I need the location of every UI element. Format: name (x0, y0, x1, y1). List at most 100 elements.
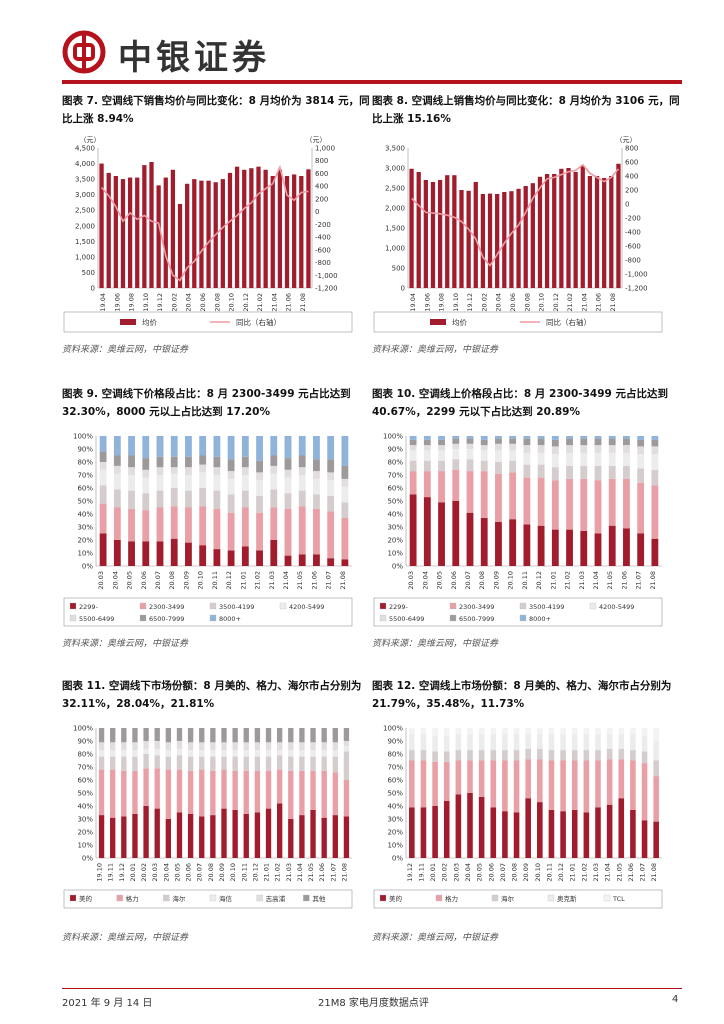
category-label: 20.10 (538, 293, 546, 312)
stack-segment-6500-7999 (142, 458, 150, 470)
stack-segment-8000+ (185, 436, 192, 457)
stack-segment-海信 (299, 750, 305, 757)
stack-segment-6500-7999 (509, 438, 517, 444)
category-label: 21.04 (592, 571, 600, 590)
right-tick-label: 800 (315, 157, 328, 165)
stack-segment-4200-5499 (227, 478, 235, 495)
y-tick-label: 100% (383, 433, 403, 441)
stack-segment-TCL (409, 728, 415, 735)
stack-segment-格力 (467, 760, 473, 793)
stack-segment-奥克斯 (618, 734, 625, 749)
stack-segment-3500-4199 (99, 485, 107, 504)
figure-10-title: 图表 10. 空调线上价格段占比：8 月 2300-3499 元占比达到 40.… (372, 388, 668, 418)
y-tick-label: 50% (387, 498, 403, 506)
stack-segment-格力 (432, 761, 438, 806)
stack-segment-6500-7999 (608, 438, 616, 446)
price-bar (185, 183, 190, 288)
stack-segment-4200-5499 (637, 454, 645, 469)
category-label: 21.05 (296, 571, 304, 590)
stack-segment-志高浦 (176, 741, 183, 749)
legend-swatch (209, 614, 217, 622)
stack-segment-3500-4199 (199, 488, 207, 507)
stack-segment-海信 (310, 750, 316, 757)
left-tick-label: 2,000 (385, 205, 405, 213)
stack-segment-3500-4199 (113, 489, 121, 508)
category-label: 20.08 (207, 863, 215, 882)
stack-segment-海尔 (409, 750, 415, 761)
right-tick-label: 1,000 (315, 145, 335, 153)
stack-segment-TCL (548, 728, 555, 735)
stack-segment-3500-4199 (256, 495, 263, 513)
category-label: 21.07 (635, 571, 643, 590)
yoy-line (411, 163, 620, 267)
legend-swatch (69, 614, 77, 622)
stack-segment-8000+ (409, 436, 417, 440)
stack-segment-5500-6499 (608, 445, 616, 453)
legend-label: 2299- (389, 603, 409, 611)
stack-segment-4200-5499 (409, 450, 417, 461)
stack-segment-其他 (265, 728, 272, 743)
price-bar (277, 169, 283, 288)
stack-segment-5500-6499 (466, 443, 474, 449)
left-tick-label: 3,500 (385, 145, 405, 153)
stack-segment-2300-3499 (423, 471, 431, 498)
stack-segment-5500-6499 (480, 445, 488, 451)
price-bar (452, 175, 457, 288)
stack-segment-3500-4199 (466, 459, 474, 472)
stack-segment-格力 (641, 763, 648, 821)
category-label: 20.08 (168, 571, 176, 590)
stack-segment-2300-3499 (551, 480, 559, 530)
stack-segment-6500-7999 (170, 456, 178, 468)
stack-segment-6500-7999 (128, 455, 135, 468)
legend-box (373, 889, 663, 909)
stack-segment-3500-4199 (170, 488, 178, 507)
stack-segment-格力 (98, 769, 105, 816)
stack-segment-5500-6499 (128, 467, 135, 475)
stack-segment-海尔 (321, 756, 327, 771)
category-label: 21.04 (604, 863, 612, 882)
stack-segment-海尔 (537, 748, 543, 760)
stack-segment-5500-6499 (566, 445, 573, 453)
left-tick-label: 3,000 (385, 165, 405, 173)
stack-segment-3500-4199 (241, 490, 249, 508)
price-bar (602, 178, 607, 288)
left-tick-label: 2,500 (385, 185, 405, 193)
stack-segment-2299- (495, 521, 502, 566)
figure-8-source: 资料来源：奥维云网，中银证券 (372, 345, 499, 355)
stack-segment-格力 (254, 770, 261, 813)
stack-segment-8000+ (170, 436, 178, 457)
stack-segment-美的 (199, 816, 205, 858)
legend-label: 奥克斯 (557, 894, 577, 903)
stack-segment-海尔 (455, 750, 462, 761)
category-label: 21.08 (650, 863, 658, 882)
stack-segment-8000+ (466, 436, 474, 439)
stack-segment-TCL (502, 728, 508, 735)
legend-swatch (603, 894, 611, 902)
y-tick-label: 90% (77, 738, 93, 746)
stack-segment-美的 (132, 813, 138, 858)
stack-segment-3500-4199 (566, 465, 573, 479)
category-label: 20.04 (495, 293, 503, 312)
stack-segment-奥克斯 (641, 735, 648, 752)
stack-segment-海尔 (288, 756, 294, 771)
stack-segment-6500-7999 (156, 456, 164, 468)
price-bar (423, 180, 428, 288)
stack-segment-志高浦 (110, 742, 116, 751)
stack-segment-8000+ (637, 436, 645, 440)
legend-label: 其他 (312, 894, 326, 903)
stack-segment-2299- (651, 538, 659, 566)
category-label: 20.03 (151, 863, 159, 882)
footer-report-title: 21M8 家电月度数据点评 (318, 998, 429, 1009)
stack-segment-4200-5499 (170, 473, 178, 488)
stack-segment-海尔 (560, 750, 566, 761)
stack-segment-志高浦 (165, 742, 172, 751)
stack-segment-其他 (98, 728, 105, 743)
category-label: 20.09 (182, 571, 190, 590)
stack-segment-TCL (478, 728, 485, 735)
stack-segment-奥克斯 (630, 734, 636, 751)
stack-segment-海尔 (343, 751, 350, 780)
stack-segment-4200-5499 (327, 480, 335, 496)
stack-segment-美的 (560, 811, 566, 858)
left-tick-label: 1,000 (75, 253, 95, 261)
stack-segment-6500-7999 (438, 439, 445, 446)
